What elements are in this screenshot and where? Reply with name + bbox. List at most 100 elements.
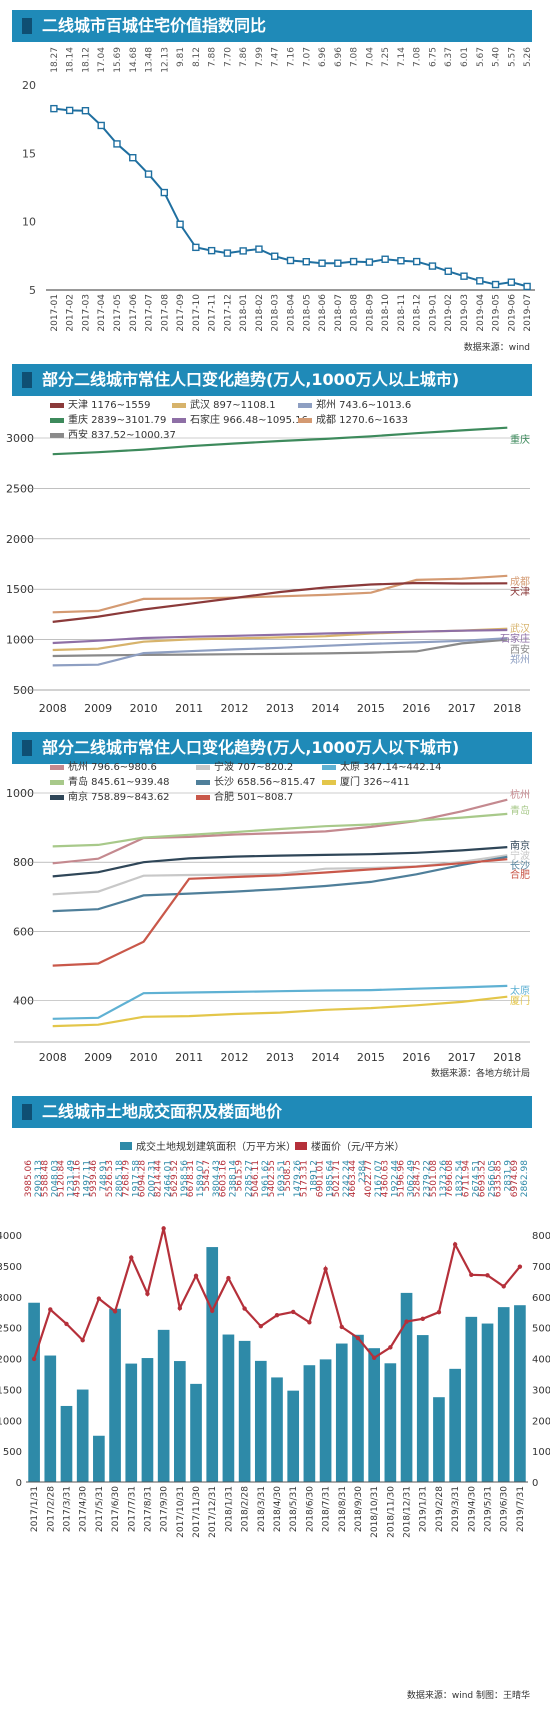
series-line-太原	[52, 984, 508, 1020]
price-point	[258, 1324, 264, 1329]
x-tick-label: 2018-04	[287, 294, 297, 332]
price-value-label: 4022.77	[364, 1160, 374, 1197]
price-value-label: 3985.06	[24, 1160, 34, 1197]
price-value-label: 5508.5	[283, 1160, 293, 1192]
x-tick-label: 2017-12	[223, 294, 233, 332]
x-tick-label: 2017	[448, 702, 476, 715]
x-tick-label: 2019-02	[444, 294, 454, 332]
price-value-label: 8214.44	[154, 1160, 164, 1197]
x-tick-label: 2019-06	[507, 294, 517, 332]
bar	[449, 1368, 461, 1482]
legend-swatch	[50, 765, 64, 770]
x-tick-label: 2018/9/30	[354, 1486, 364, 1532]
x-tick-label: 2008	[39, 1051, 67, 1064]
end-label: 南京	[510, 839, 530, 852]
x-tick-label: 2018-02	[255, 294, 265, 332]
end-label: 重庆	[510, 433, 530, 446]
bar	[384, 1363, 397, 1482]
x-tick-label: 2017-02	[66, 294, 76, 332]
x-tick-label: 2019-03	[460, 294, 470, 332]
price-point	[290, 1309, 296, 1315]
price-point	[242, 1306, 247, 1311]
price-point	[64, 1321, 69, 1327]
series-line-杭州	[52, 798, 508, 865]
price-value-label: 5173.31	[299, 1160, 309, 1197]
x-tick-label: 2018-09	[365, 294, 375, 332]
price-value-label: 5526.53	[105, 1160, 115, 1197]
chart-panel-pop-small: 部分二线城市常住人口变化趋势(万人,1000万人以下城市) 杭州 796.6~9…	[0, 730, 550, 1090]
chart-panel-land: 二线城市土地成交面积及楼面地价 成交土地规划建筑面积（万平方米） 楼面价（元/平方…	[0, 1090, 550, 1709]
left-tick-label: 2000	[0, 1355, 22, 1366]
chart-title-pop-small: 部分二线城市常住人口变化趋势(万人,1000万人以下城市)	[12, 732, 532, 764]
series-line-成都	[52, 574, 508, 614]
data-point	[129, 154, 137, 162]
data-point	[460, 272, 468, 280]
price-value-label: 5588.48	[40, 1160, 50, 1197]
value-label: 5.26	[523, 47, 533, 67]
x-tick-label: 2018/12/31	[403, 1486, 413, 1538]
price-point	[145, 1291, 150, 1297]
data-point	[192, 243, 200, 252]
left-tick-label: 0	[16, 1478, 22, 1489]
left-tick-label: 1500	[0, 1385, 22, 1396]
price-point	[469, 1272, 474, 1277]
x-tick-label: 2017-07	[145, 294, 155, 332]
bar	[141, 1358, 154, 1482]
price-point	[193, 1273, 199, 1279]
x-tick-label: 2018/6/30	[305, 1486, 315, 1532]
price-value-label: 5629.52	[170, 1160, 180, 1197]
value-label: 6.37	[444, 47, 454, 67]
end-label: 厦门	[510, 994, 530, 1007]
data-point	[507, 278, 516, 286]
value-label: 5.57	[507, 47, 517, 67]
x-tick-label: 2018-08	[350, 294, 360, 332]
data-point	[223, 249, 232, 257]
chart-title-land: 二线城市土地成交面积及楼面地价	[12, 1096, 532, 1128]
right-tick-label: 1000	[532, 1447, 550, 1458]
bar	[76, 1389, 89, 1482]
x-tick-label: 2009	[84, 702, 112, 715]
pop-small-line-chart: 杭州 796.6~980.6 宁波 707~820.2 太原 347.14~442.…	[6, 760, 530, 1079]
data-point	[65, 106, 74, 115]
x-tick-label: 2019/3/31	[451, 1486, 461, 1532]
price-point	[274, 1312, 280, 1318]
price-point	[48, 1307, 53, 1312]
bar	[400, 1292, 413, 1482]
series-line-天津	[52, 581, 508, 623]
chart-title-index: 二线城市百城住宅价值指数同比	[12, 10, 532, 42]
data-point	[50, 104, 58, 113]
price-point	[129, 1255, 134, 1260]
legend-label: 重庆 2839~3101.79	[68, 413, 166, 426]
x-tick-label: 2018-12	[413, 294, 423, 332]
x-tick-label: 2016	[402, 1051, 430, 1064]
pop-large-line-chart: 天津 1176~1559 武汉 897~1108.1 郑州 743.6~1013.6…	[6, 398, 530, 715]
x-tick-label: 2017-03	[81, 294, 91, 332]
source-note: 数据来源：wind	[464, 341, 530, 353]
legend-label: 杭州 796.6~980.6	[68, 760, 157, 773]
x-tick-label: 2017/3/31	[62, 1486, 72, 1532]
value-label: 7.08	[413, 47, 423, 67]
price-value-label: 5545.7	[202, 1160, 212, 1192]
x-tick-label: 2018/4/30	[273, 1486, 283, 1532]
area-value-label: 2048.03	[50, 1160, 60, 1197]
left-tick-label: 4000	[0, 1231, 22, 1242]
y-tick-label: 500	[13, 684, 34, 697]
x-tick-label: 2015	[357, 1051, 385, 1064]
price-value-label: 6335.85	[494, 1160, 504, 1197]
bar	[271, 1377, 283, 1482]
legend-label: 青岛 845.61~939.48	[68, 775, 170, 788]
chart-panel-index: 二线城市百城住宅价值指数同比 18.27 18.14 18.12 17.04 15.69…	[0, 0, 550, 360]
x-tick-label: 2019/6/30	[500, 1486, 510, 1532]
area-value-label: 1961.62	[261, 1160, 271, 1197]
end-label: 太原	[510, 984, 530, 997]
legend-label: 南京 758.89~843.62	[68, 790, 170, 803]
x-tick-label: 2018-03	[271, 294, 281, 332]
x-tick-label: 2017/4/30	[79, 1486, 89, 1532]
value-label: 7.25	[381, 47, 391, 67]
price-value-label: 5939.46	[89, 1160, 99, 1197]
legend-swatch	[50, 780, 64, 785]
data-point	[302, 258, 310, 266]
series-line-西安	[52, 638, 508, 658]
price-line	[33, 1228, 521, 1360]
